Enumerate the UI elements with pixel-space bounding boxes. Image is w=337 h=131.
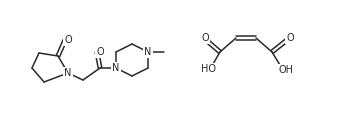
Text: O: O <box>201 33 209 43</box>
Text: O: O <box>64 35 72 45</box>
Text: O: O <box>96 47 104 57</box>
Text: O: O <box>286 33 294 43</box>
Text: OH: OH <box>278 65 294 75</box>
Text: N: N <box>112 63 120 73</box>
Text: N: N <box>64 68 72 78</box>
Text: HO: HO <box>202 64 216 74</box>
Text: N: N <box>144 47 152 57</box>
